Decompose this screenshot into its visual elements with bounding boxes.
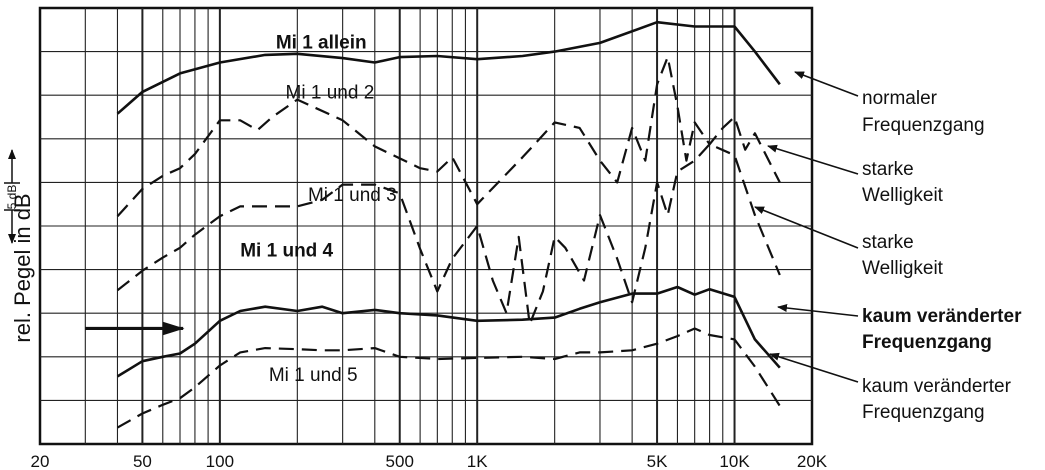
annotation-text-line: kaum veränderter — [862, 306, 1022, 327]
curve-5 — [116, 327, 781, 429]
y-axis-label-group: rel. Pegel in dB 5 dB — [4, 149, 35, 343]
annotation-3: starke Welligkeit — [754, 206, 944, 279]
annotation-text-line: Frequenzgang — [862, 402, 985, 423]
curve-label-5: Mi 1 und 5 — [269, 365, 358, 386]
annotation-arrow — [754, 206, 859, 249]
annotation-arrow — [794, 71, 859, 97]
curve-3 — [116, 143, 781, 326]
annotation-text-line: starke — [862, 159, 914, 180]
curve-labels: Mi 1 allein Mi 1 und 2 Mi 1 und 3 Mi 1 und … — [240, 32, 396, 385]
plot-grid — [38, 6, 814, 446]
curve-label-1: Mi 1 allein — [276, 32, 367, 53]
curve-label-4: Mi 1 und 4 — [240, 241, 333, 262]
curve-1 — [116, 20, 781, 115]
x-tick-label: 10K — [719, 452, 750, 470]
annotation-text-line: Frequenzgang — [862, 115, 985, 136]
annotation-arrow — [767, 144, 859, 175]
annotation-text-line: Welligkeit — [862, 185, 944, 206]
curve-4 — [116, 285, 781, 378]
x-axis-ticks: 20 50 100 500 1K 5K 10K 20K — [31, 452, 828, 470]
annotation-text-line: Frequenzgang — [862, 332, 992, 353]
x-tick-label: 20 — [31, 452, 50, 470]
curve-label-3: Mi 1 und 3 — [308, 185, 397, 206]
curve-label-2: Mi 1 und 2 — [286, 82, 375, 103]
annotation-4: kaum veränderter Frequenzgang — [777, 304, 1022, 353]
annotations: normalerFrequenzgangstarkeWelligkeitstar… — [754, 71, 1022, 423]
curves — [116, 20, 781, 429]
annotation-text-line: Welligkeit — [862, 258, 944, 279]
curve-2 — [116, 56, 781, 217]
x-tick-label: 100 — [206, 452, 234, 470]
y-scale-label: 5 dB — [5, 185, 19, 210]
annotation-2: starke Welligkeit — [767, 144, 944, 206]
y-axis-label: rel. Pegel in dB — [10, 193, 35, 342]
annotation-text-line: normaler — [862, 88, 938, 109]
x-tick-label: 500 — [386, 452, 414, 470]
annotation-5: kaum veränderter Frequenzgang — [769, 352, 1012, 423]
x-tick-label: 5K — [647, 452, 668, 470]
annotation-text-line: kaum veränderter — [862, 376, 1012, 397]
x-tick-label: 20K — [797, 452, 828, 470]
y-scale-marker: 5 dB — [4, 149, 20, 244]
annotation-arrow — [769, 352, 859, 383]
x-tick-label: 50 — [133, 452, 152, 470]
annotation-1: normaler Frequenzgang — [794, 71, 985, 136]
annotation-text-line: starke — [862, 232, 914, 253]
x-tick-label: 1K — [467, 452, 488, 470]
annotation-arrow — [777, 304, 859, 317]
